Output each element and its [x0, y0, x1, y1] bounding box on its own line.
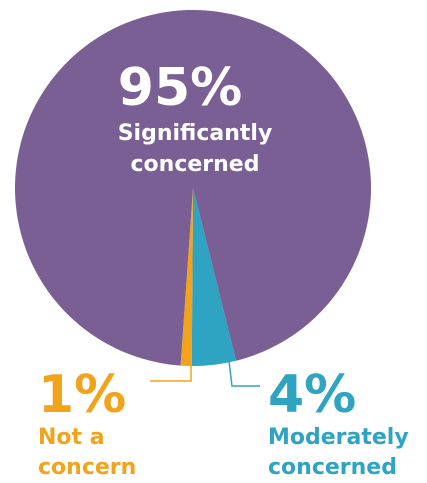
pie-slice-not-a-concern — [180, 188, 193, 366]
category-label-moderately-concerned-line1: Moderately — [268, 425, 409, 450]
label-significantly-concerned: 95% Significantly concerned — [118, 58, 273, 177]
category-label-not-a-concern-line2: concern — [38, 455, 136, 480]
value-label-not-a-concern: 1% — [38, 365, 126, 425]
label-not-a-concern: 1% Not a concern — [38, 365, 136, 480]
pie-slice-significantly-concerned — [15, 9, 372, 366]
label-moderately-concerned: 4% Moderately concerned — [268, 365, 409, 480]
leader-line-not-a-concern — [150, 364, 192, 382]
category-label-significantly-concerned-line2: concerned — [131, 152, 260, 177]
value-label-significantly-concerned: 95% — [118, 58, 242, 118]
leader-lines — [150, 360, 260, 387]
category-label-significantly-concerned-line1: Significantly — [118, 121, 273, 146]
value-label-moderately-concerned: 4% — [268, 365, 356, 425]
category-label-not-a-concern-line1: Not a — [38, 425, 105, 450]
pie-slices — [15, 9, 372, 366]
category-label-moderately-concerned-line2: concerned — [268, 455, 397, 480]
leader-line-moderately-concerned — [228, 360, 260, 387]
pie-slice-moderately-concerned — [191, 188, 237, 366]
